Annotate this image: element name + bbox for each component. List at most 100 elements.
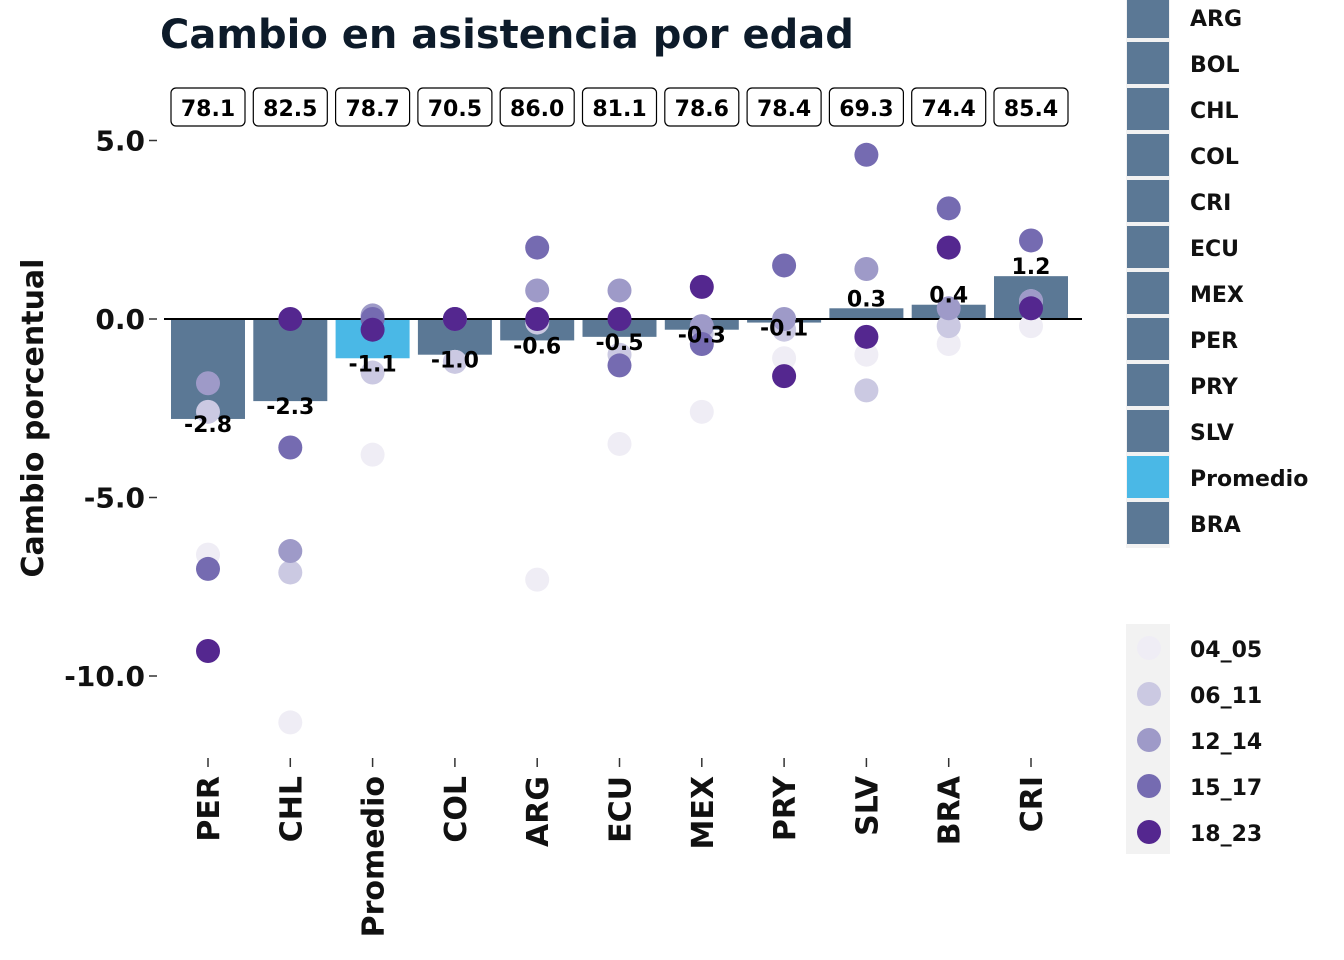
point: [689, 331, 714, 356]
legend-points-key: [1137, 728, 1161, 752]
bar: [829, 308, 904, 319]
point: [196, 639, 220, 664]
legend-fill-label: BRA: [1190, 513, 1241, 538]
legend-fill-key: [1127, 88, 1169, 130]
point: [1019, 314, 1043, 339]
legend-fill-key: [1127, 180, 1169, 222]
legend-fill-label: ECU: [1190, 237, 1239, 262]
legend-fill-key: [1127, 226, 1169, 268]
x-tick-label: CHL: [274, 776, 309, 842]
top-label: 81.1: [592, 97, 646, 122]
y-axis: 5.0 0.0 -5.0 -10.0: [64, 125, 157, 693]
x-tick-label: MEX: [686, 776, 721, 849]
legend-fill-key: [1127, 272, 1169, 314]
legend-points-key: [1137, 774, 1161, 798]
top-label: 78.7: [345, 97, 399, 122]
point: [689, 274, 714, 299]
top-label-box: [828, 87, 905, 127]
y-tick-label: 0.0: [95, 303, 145, 336]
x-tick-label: CRI: [1015, 776, 1050, 832]
point: [278, 539, 303, 564]
point: [607, 353, 632, 378]
points: [196, 142, 1043, 735]
legend-fill-label: PRY: [1190, 375, 1239, 400]
legend-fill-key: [1127, 318, 1169, 360]
x-tick-label: ARG: [521, 776, 556, 847]
y-axis-label: Cambio porcentual: [16, 259, 51, 578]
point: [196, 399, 220, 424]
point: [1019, 228, 1043, 253]
bar-label: -0.6: [513, 334, 561, 359]
top-label-box: [993, 87, 1069, 127]
point: [854, 378, 879, 403]
y-tick-label: -10.0: [64, 660, 145, 693]
x-tick-label: ECU: [604, 776, 639, 843]
legend-fill-key: [1127, 502, 1169, 544]
point: [854, 342, 879, 367]
top-label-box: [335, 87, 411, 127]
point: [689, 399, 714, 424]
bar-labels: -2.8 -2.3 -1.1 -1.0 -0.6 -0.5 -0.3 -0.1 0.3 0.4 1.…: [184, 255, 1051, 438]
top-label-box: [499, 87, 575, 127]
bar: [253, 319, 328, 402]
top-label-box: [664, 87, 740, 127]
legend-fill-label: Promedio: [1190, 467, 1308, 492]
x-tick-label: SLV: [850, 775, 885, 836]
top-label: 82.5: [263, 97, 317, 122]
x-tick-label: Promedio: [357, 776, 392, 937]
point: [936, 196, 961, 221]
x-axis: PER CHL Promedio COL ARG ECU MEX PRY SLV BRA CRI: [192, 758, 1050, 937]
legend-fill-key: [1127, 364, 1169, 406]
bar-label: 0.3: [847, 287, 886, 312]
bar-label: -2.8: [184, 413, 232, 438]
legend-fill-label: CHL: [1190, 99, 1239, 124]
bar-label: -0.3: [678, 324, 726, 349]
legend-fill-label: COL: [1190, 145, 1239, 170]
legend-points: 04_05 06_11 12_14 15_17 18_23: [1126, 624, 1262, 854]
legend-points-label: 06_11: [1190, 684, 1262, 709]
point: [278, 710, 303, 735]
point: [936, 314, 961, 339]
chart-title: Cambio en asistencia por edad: [160, 12, 854, 58]
point: [360, 317, 385, 342]
point: [772, 364, 797, 389]
point: [525, 278, 550, 303]
legend-fill-label: SLV: [1190, 421, 1234, 446]
point: [854, 324, 879, 349]
legend-fill-key: [1127, 42, 1169, 84]
legend-fill-label: MEX: [1190, 283, 1244, 308]
point: [442, 307, 467, 331]
legend-fill: ARG BOL CHL COL CRI ECU MEX PER PRY SLV Promedio BR…: [1126, 0, 1308, 548]
point: [525, 307, 550, 331]
top-label-box: [746, 87, 822, 127]
x-tick-label: BRA: [933, 775, 968, 845]
legend-points-key: [1137, 682, 1161, 706]
legend-fill-key: [1127, 410, 1169, 452]
top-label-box: [252, 87, 328, 127]
point: [772, 307, 797, 331]
point: [1019, 296, 1043, 321]
legend-points-label: 18_23: [1190, 822, 1262, 847]
x-tick-label: PER: [192, 776, 227, 842]
bar-label: 1.2: [1012, 255, 1051, 280]
legend-points-label: 15_17: [1190, 776, 1262, 801]
point: [936, 331, 961, 356]
legend-fill-label: BOL: [1190, 53, 1240, 78]
point: [525, 235, 550, 260]
point: [196, 371, 220, 396]
top-label: 78.1: [181, 97, 235, 122]
top-label-box: [170, 87, 246, 127]
x-tick-label: PRY: [768, 775, 803, 841]
legend-fill-label: ARG: [1190, 7, 1242, 32]
point: [854, 142, 879, 167]
top-label: 69.3: [839, 97, 893, 122]
top-label: 78.4: [757, 97, 811, 122]
legend-points-key: [1137, 636, 1161, 660]
point: [607, 278, 632, 303]
top-label: 85.4: [1004, 97, 1058, 122]
point: [278, 307, 303, 331]
point: [772, 253, 797, 278]
bar-label: -1.0: [431, 349, 479, 374]
top-label-box: [911, 87, 987, 127]
